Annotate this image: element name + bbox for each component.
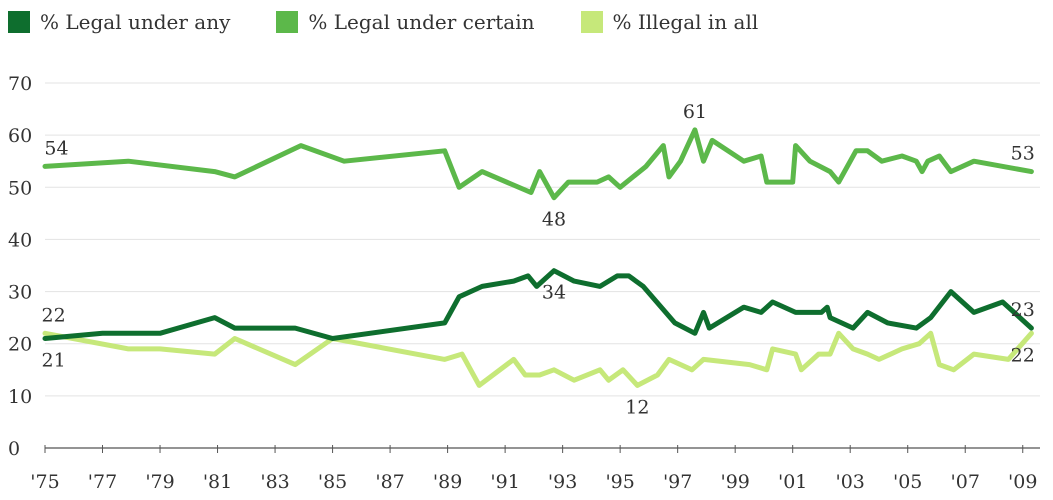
- x-tick-label: '83: [260, 471, 289, 493]
- x-tick-label: '99: [720, 471, 749, 493]
- y-tick-label: 60: [8, 125, 32, 147]
- series-line: [42, 330, 1034, 388]
- x-tick-label: '87: [375, 471, 404, 493]
- series-line: [42, 268, 1034, 341]
- x-tick-label: '07: [951, 471, 980, 493]
- y-tick-label: 10: [8, 386, 32, 408]
- data-label: 48: [542, 209, 566, 231]
- x-tick-label: '97: [663, 471, 692, 493]
- legend-item-legal-any: % Legal under any: [8, 10, 230, 34]
- y-tick-label: 30: [8, 282, 32, 304]
- legend-label-legal-certain: % Legal under certain: [308, 10, 535, 34]
- y-tick-label: 20: [8, 334, 32, 356]
- data-label: 34: [542, 282, 566, 304]
- x-tick-label: '77: [88, 471, 117, 493]
- y-tick-label: 40: [8, 229, 32, 251]
- legend-swatch-legal-any: [8, 11, 30, 33]
- data-label: 21: [42, 350, 66, 372]
- y-tick-label: 50: [8, 177, 32, 199]
- legend-swatch-legal-certain: [276, 11, 299, 33]
- x-tick-label: '93: [548, 471, 577, 493]
- x-tick-label: '01: [778, 471, 807, 493]
- chart-legend: % Legal under any % Legal under certain …: [8, 6, 804, 38]
- data-label: 53: [1011, 143, 1035, 165]
- data-label: 22: [1011, 344, 1035, 366]
- data-label: 54: [44, 137, 68, 159]
- data-label: 12: [625, 396, 649, 418]
- data-label: 23: [1011, 299, 1035, 321]
- x-tick-label: '95: [605, 471, 634, 493]
- legend-item-illegal-all: % Illegal in all: [580, 10, 759, 34]
- x-tick-label: '85: [318, 471, 347, 493]
- x-tick-label: '89: [433, 471, 462, 493]
- x-tick-label: '05: [893, 471, 922, 493]
- data-label: 22: [42, 304, 66, 326]
- legend-label-legal-any: % Legal under any: [40, 10, 231, 34]
- x-tick-label: '75: [30, 471, 59, 493]
- x-tick-label: '91: [490, 471, 519, 493]
- legend-label-illegal-all: % Illegal in all: [612, 10, 759, 34]
- x-tick-label: '09: [1008, 471, 1037, 493]
- series-line: [42, 127, 1034, 201]
- legend-swatch-illegal-all: [580, 11, 603, 33]
- y-tick-label: 70: [8, 73, 32, 95]
- x-tick-label: '79: [145, 471, 174, 493]
- data-label: 61: [683, 101, 707, 123]
- legend-item-legal-certain: % Legal under certain: [276, 10, 535, 34]
- gridlines: [45, 82, 1040, 449]
- x-tick-label: '03: [835, 471, 864, 493]
- y-tick-label: 0: [8, 438, 20, 460]
- x-tick-label: '81: [203, 471, 232, 493]
